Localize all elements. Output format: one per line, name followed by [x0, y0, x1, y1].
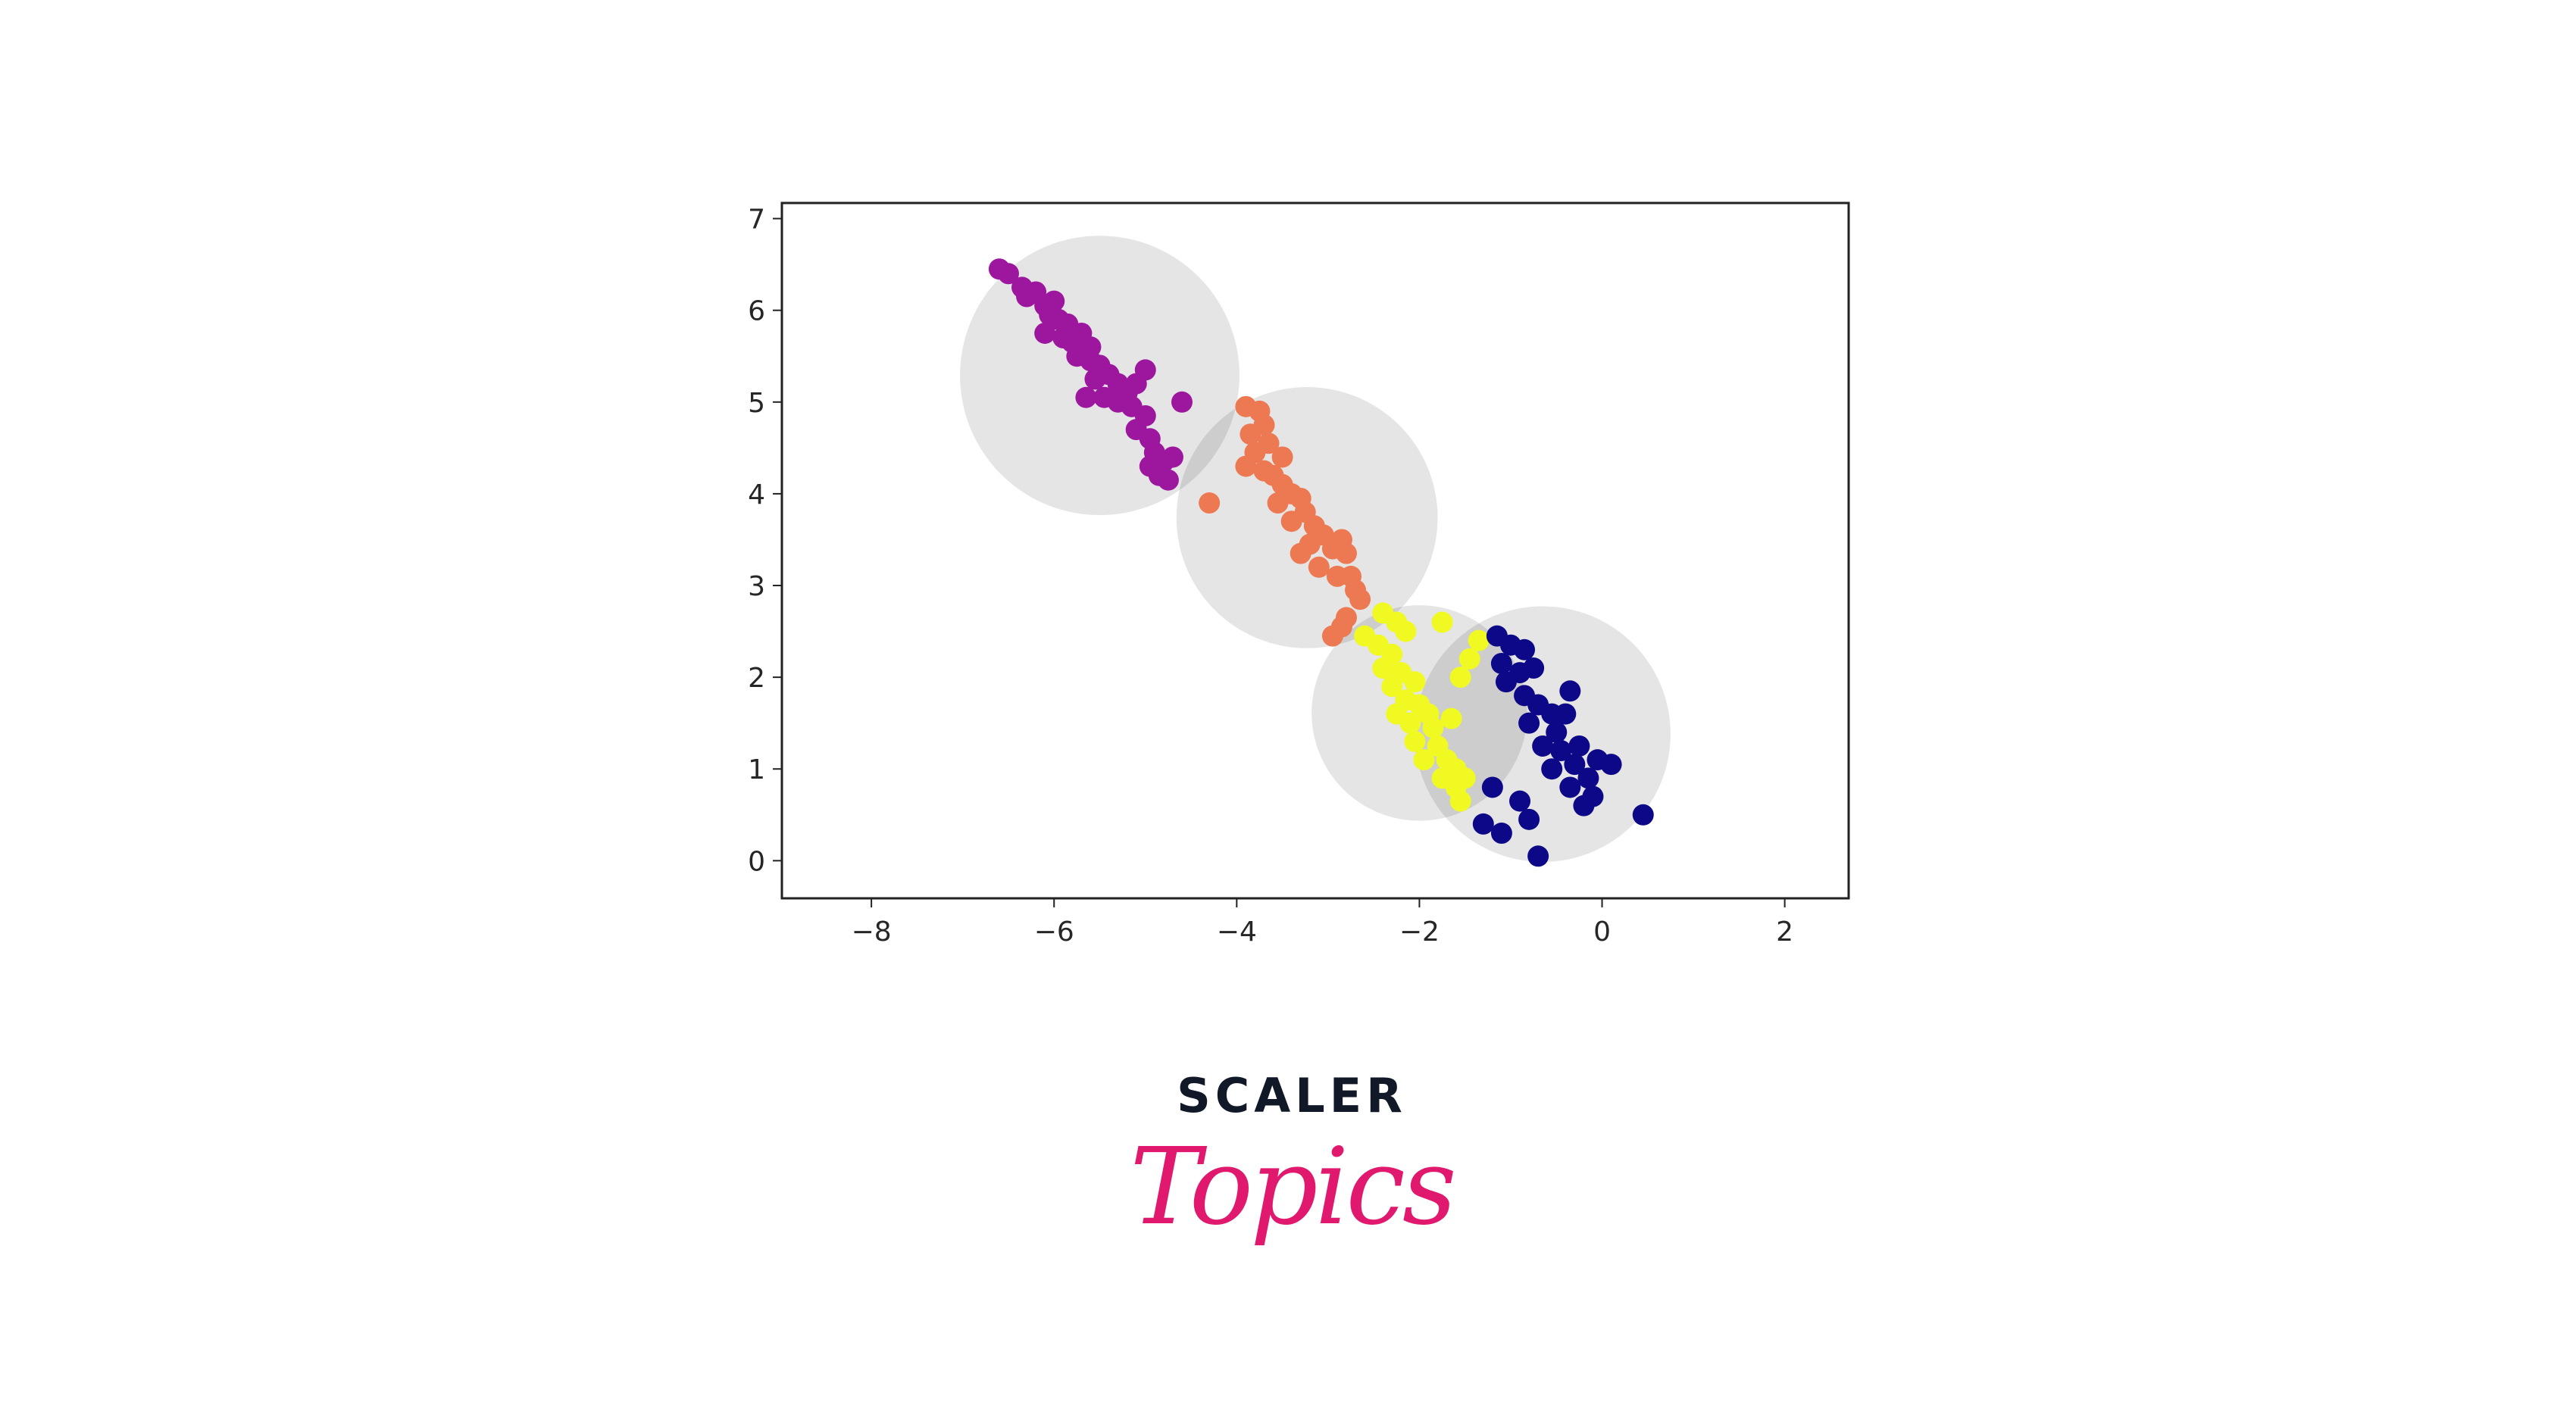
data-point-cluster-0	[1171, 391, 1193, 413]
data-point-cluster-2	[1404, 671, 1426, 693]
y-tick-label: 6	[748, 296, 765, 327]
data-point-cluster-1	[1199, 492, 1221, 514]
data-point-cluster-3	[1532, 735, 1554, 757]
data-point-cluster-2	[1372, 657, 1394, 679]
data-point-cluster-3	[1472, 813, 1494, 835]
y-tick-label: 4	[748, 479, 765, 511]
data-point-cluster-2	[1431, 611, 1453, 633]
x-tick-label: −4	[1217, 916, 1257, 948]
data-point-cluster-3	[1555, 703, 1577, 725]
y-tick-label: 1	[748, 754, 765, 785]
data-point-cluster-1	[1267, 492, 1289, 514]
data-point-cluster-1	[1290, 542, 1311, 564]
data-point-cluster-3	[1559, 776, 1581, 798]
data-point-cluster-3	[1509, 790, 1531, 812]
data-point-cluster-3	[1550, 740, 1572, 762]
y-tick-label: 0	[748, 846, 765, 877]
cluster-circles	[960, 236, 1671, 862]
data-point-cluster-2	[1449, 790, 1471, 812]
data-point-cluster-1	[1235, 455, 1257, 477]
x-tick-label: −6	[1034, 916, 1074, 948]
data-point-cluster-3	[1632, 804, 1654, 826]
y-tick-label: 3	[748, 571, 765, 602]
data-point-cluster-2	[1458, 648, 1480, 670]
data-point-cluster-3	[1559, 680, 1581, 702]
data-point-cluster-1	[1349, 589, 1371, 610]
data-point-cluster-2	[1422, 717, 1444, 738]
data-point-cluster-3	[1527, 845, 1549, 867]
data-point-cluster-3	[1523, 657, 1545, 679]
data-point-cluster-0	[1107, 391, 1129, 413]
data-point-cluster-3	[1490, 652, 1512, 674]
data-point-cluster-1	[1308, 556, 1330, 578]
data-point-cluster-3	[1495, 671, 1517, 693]
data-point-cluster-3	[1481, 776, 1503, 798]
data-point-cluster-2	[1381, 676, 1403, 698]
data-point-cluster-1	[1280, 511, 1302, 532]
data-point-cluster-2	[1468, 629, 1490, 651]
data-point-cluster-3	[1546, 721, 1568, 743]
data-point-cluster-2	[1440, 707, 1462, 729]
scaler-topics-logo: SCALER Topics	[1064, 1068, 1519, 1248]
data-point-cluster-1	[1240, 423, 1261, 445]
data-point-cluster-0	[1034, 322, 1056, 344]
plot-frame	[780, 201, 1850, 900]
logo-brand: SCALER	[1177, 1068, 1407, 1123]
data-point-cluster-1	[1271, 446, 1293, 468]
data-point-cluster-0	[997, 263, 1019, 285]
data-point-cluster-3	[1577, 767, 1599, 789]
data-point-cluster-2	[1449, 667, 1471, 689]
data-point-cluster-3	[1490, 823, 1512, 845]
data-point-cluster-0	[1075, 386, 1097, 408]
y-axis: 0 1 2 3 4 5 6 7	[748, 205, 782, 877]
data-point-cluster-2	[1395, 620, 1417, 642]
data-point-cluster-3	[1518, 808, 1540, 830]
data-point-cluster-2	[1413, 749, 1435, 771]
data-point-cluster-1	[1335, 542, 1357, 564]
data-point-cluster-3	[1564, 754, 1586, 776]
cluster-circle-3	[1415, 606, 1671, 862]
data-point-cluster-0	[1157, 469, 1179, 491]
data-point-cluster-3	[1518, 712, 1540, 734]
y-tick-label: 7	[748, 205, 765, 236]
logo-sub: Topics	[1130, 1126, 1456, 1249]
data-point-cluster-0	[1080, 336, 1102, 358]
x-axis: −8 −6 −4 −2 0 2	[852, 898, 1793, 948]
data-point-cluster-3	[1514, 639, 1536, 660]
data-points	[988, 258, 1654, 867]
data-point-cluster-3	[1568, 735, 1590, 757]
data-point-cluster-0	[1139, 455, 1161, 477]
data-point-cluster-3	[1541, 758, 1563, 780]
x-tick-label: −8	[852, 916, 892, 948]
x-tick-label: 2	[1776, 916, 1793, 948]
x-tick-label: −2	[1399, 916, 1440, 948]
data-point-cluster-2	[1404, 730, 1426, 752]
data-point-cluster-2	[1386, 703, 1408, 725]
x-tick-label: 0	[1593, 916, 1611, 948]
y-tick-label: 5	[748, 388, 765, 419]
data-point-cluster-0	[1134, 359, 1156, 381]
data-point-cluster-3	[1573, 795, 1595, 817]
data-point-cluster-3	[1600, 754, 1622, 776]
data-point-cluster-2	[1454, 767, 1476, 789]
data-point-cluster-0	[1161, 446, 1183, 468]
y-tick-label: 2	[748, 663, 765, 694]
data-point-cluster-1	[1321, 625, 1343, 647]
